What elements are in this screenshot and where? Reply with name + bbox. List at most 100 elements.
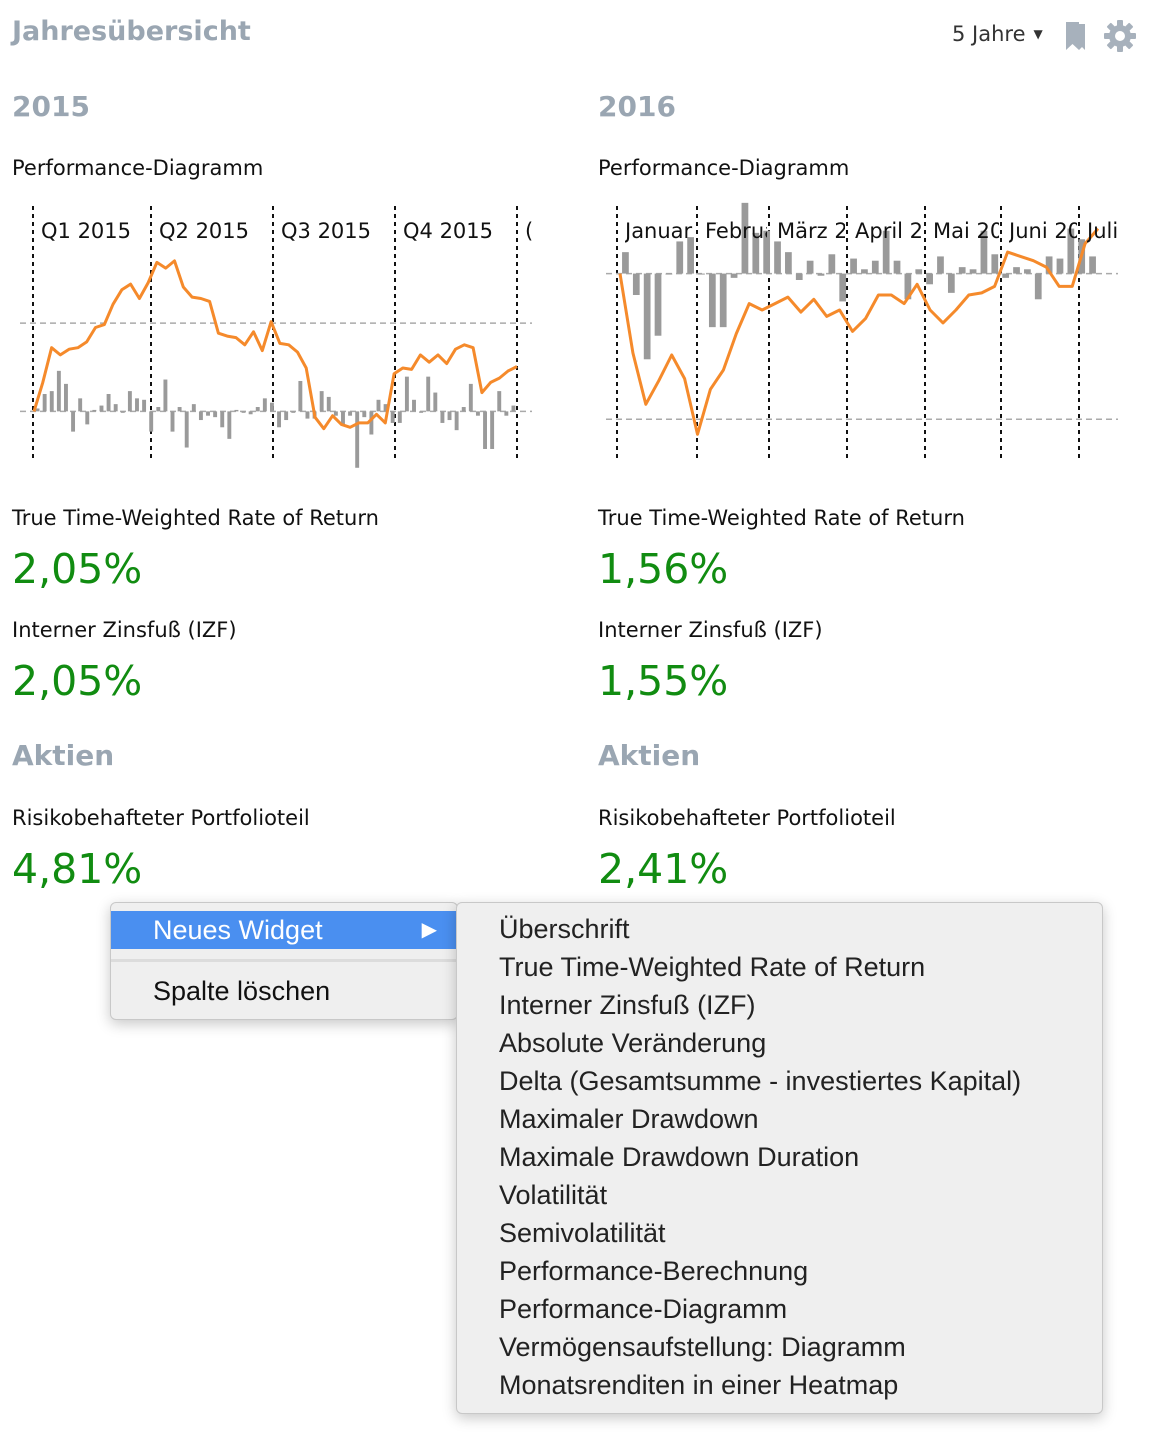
- submenu-item[interactable]: Interner Zinsfuß (IZF): [499, 990, 756, 1020]
- bar: [497, 391, 502, 412]
- bar: [643, 273, 651, 360]
- bar: [741, 202, 749, 274]
- submenu-item[interactable]: Maximaler Drawdown: [499, 1104, 759, 1134]
- bar: [269, 402, 274, 412]
- bookmark-icon[interactable]: [1064, 20, 1088, 56]
- bar: [839, 273, 847, 302]
- bar: [220, 411, 225, 428]
- izf-value: 1,55%: [598, 657, 729, 705]
- bar: [198, 411, 203, 421]
- bar: [326, 396, 331, 412]
- twr-value: 1,56%: [598, 545, 729, 593]
- bar: [92, 409, 97, 412]
- bar: [99, 405, 104, 412]
- bar: [904, 273, 912, 300]
- bar: [348, 411, 353, 416]
- menu-item-delete-column[interactable]: Spalte löschen: [111, 972, 457, 1010]
- submenu-item[interactable]: True Time-Weighted Rate of Return: [499, 952, 926, 982]
- period-label: (: [525, 219, 533, 243]
- gear-icon[interactable]: [1103, 19, 1137, 57]
- bar: [234, 409, 239, 412]
- context-menu: Neues Widget ▶ Spalte löschen: [110, 902, 458, 1020]
- period-label: Mai 20: [933, 219, 1003, 243]
- bar: [49, 391, 54, 412]
- submenu-item[interactable]: Überschrift: [499, 914, 630, 944]
- bar: [708, 273, 716, 328]
- bar: [120, 411, 125, 413]
- bar: [305, 411, 310, 419]
- year-heading: 2015: [12, 90, 90, 123]
- period-label: 5 Jahre: [952, 22, 1026, 46]
- bar: [78, 398, 83, 412]
- bar: [71, 411, 76, 432]
- bar: [127, 391, 132, 412]
- twr-value: 2,05%: [12, 545, 143, 593]
- period-label: März 2(: [777, 219, 856, 243]
- bar: [149, 411, 154, 432]
- chart-title: Performance-Diagramm: [12, 156, 264, 180]
- submenu-item[interactable]: Semivolatilität: [499, 1218, 666, 1248]
- bar: [795, 273, 803, 280]
- submenu-item[interactable]: Performance-Berechnung: [499, 1256, 809, 1286]
- bar: [85, 411, 90, 425]
- performance-line: [32, 259, 518, 431]
- bar: [163, 379, 168, 412]
- bar: [1056, 258, 1064, 274]
- bar: [404, 376, 409, 412]
- submenu-item[interactable]: Monatsrenditen in einer Heatmap: [499, 1370, 899, 1400]
- submenu-item[interactable]: Delta (Gesamtsumme - investiertes Kapita…: [499, 1066, 1022, 1096]
- bar: [730, 273, 738, 278]
- bar: [861, 269, 868, 274]
- widget-submenu: Überschrift True Time-Weighted Rate of R…: [456, 902, 1103, 1414]
- bar: [433, 392, 438, 412]
- year-heading: 2016: [598, 90, 676, 123]
- bar: [170, 411, 175, 432]
- menu-item-label: Spalte löschen: [153, 976, 331, 1006]
- bar: [1067, 228, 1075, 274]
- risk-label: Risikobehafteter Portfolioteil: [598, 806, 896, 830]
- bar: [397, 411, 402, 423]
- bar: [806, 260, 814, 274]
- menu-item-new-widget[interactable]: Neues Widget ▶: [111, 911, 457, 949]
- bar: [1024, 269, 1031, 274]
- bar: [969, 269, 977, 274]
- bar: [191, 404, 196, 412]
- bar: [1002, 273, 1010, 278]
- bar: [42, 394, 47, 412]
- submenu-item[interactable]: Maximale Drawdown Duration: [499, 1142, 860, 1172]
- izf-value: 2,05%: [12, 657, 143, 705]
- period-label: Q4 2015: [403, 219, 493, 243]
- risk-value: 4,81%: [12, 845, 143, 893]
- period-label: Januar 2: [623, 219, 712, 243]
- chart-title: Performance-Diagramm: [598, 156, 850, 180]
- bar: [142, 399, 147, 412]
- bar: [284, 411, 289, 421]
- bar: [468, 383, 473, 412]
- submenu-item[interactable]: Volatilität: [499, 1180, 608, 1210]
- period-dropdown[interactable]: 5 Jahre ▼: [952, 22, 1043, 46]
- bar: [958, 267, 966, 274]
- period-label: Juni 20: [1007, 219, 1081, 243]
- bar: [1013, 267, 1020, 274]
- bar: [206, 411, 210, 416]
- bar: [893, 260, 901, 274]
- bar: [461, 407, 466, 412]
- bar: [665, 273, 673, 275]
- bar: [419, 411, 424, 413]
- submenu-item[interactable]: Absolute Veränderung: [499, 1028, 767, 1058]
- bar: [483, 411, 487, 449]
- bar: [213, 411, 218, 418]
- period-label: Q2 2015: [159, 219, 249, 243]
- bar: [490, 411, 495, 449]
- bar: [106, 394, 111, 412]
- bar: [319, 391, 324, 412]
- submenu-item[interactable]: Vermögensaufstellung: Diagramm: [499, 1332, 906, 1362]
- bar: [440, 411, 445, 423]
- submenu-item[interactable]: Performance-Diagramm: [499, 1294, 788, 1324]
- performance-line: [618, 227, 1100, 436]
- bar: [1089, 256, 1096, 274]
- bar: [687, 237, 694, 274]
- bar: [113, 404, 118, 412]
- period-label: Februar: [705, 219, 786, 243]
